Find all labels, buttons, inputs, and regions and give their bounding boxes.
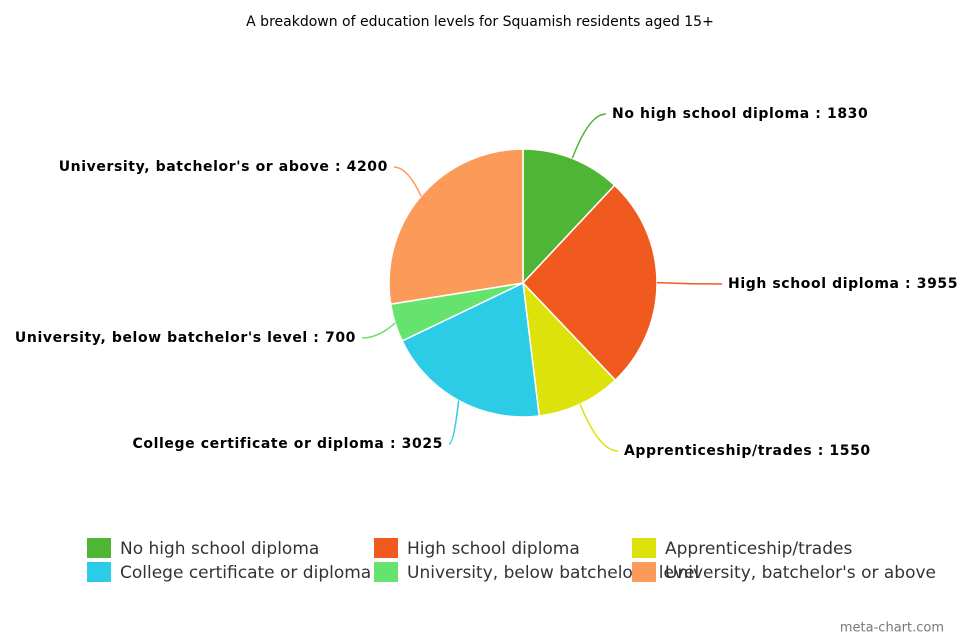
watermark: meta-chart.com <box>840 621 944 636</box>
leader-line <box>393 166 422 197</box>
legend-swatch <box>374 562 398 582</box>
data-label: University, batchelor's or above : 4200 <box>59 159 388 175</box>
legend-swatch <box>632 562 656 582</box>
pie-slice <box>522 148 616 285</box>
legend-swatch <box>87 562 111 582</box>
legend-label: College certificate or diploma <box>120 563 371 583</box>
legend-label: No high school diploma <box>120 539 319 559</box>
data-label: No high school diploma : 1830 <box>612 106 868 122</box>
leader-line <box>571 113 607 159</box>
pie-slice <box>521 280 617 417</box>
data-label: College certificate or diploma : 3025 <box>133 436 443 452</box>
legend-label: University, below batchelor's level <box>407 563 699 583</box>
leader-line <box>448 400 460 445</box>
legend-swatch <box>87 538 111 558</box>
pie-slice <box>388 148 524 306</box>
legend-swatch <box>374 538 398 558</box>
legend-swatch <box>632 538 656 558</box>
leader-line <box>656 281 723 285</box>
data-label: Apprenticeship/trades : 1550 <box>624 443 871 459</box>
leader-line <box>579 403 619 452</box>
chart-title: A breakdown of education levels for Squa… <box>246 14 714 30</box>
leader-line <box>361 322 396 339</box>
legend-label: High school diploma <box>407 539 580 559</box>
data-label: High school diploma : 3955 <box>728 276 958 292</box>
data-label: University, below batchelor's level : 70… <box>15 330 356 346</box>
legend-label: University, batchelor's or above <box>665 563 936 583</box>
pie-slice <box>521 184 658 382</box>
legend-label: Apprenticeship/trades <box>665 539 852 559</box>
